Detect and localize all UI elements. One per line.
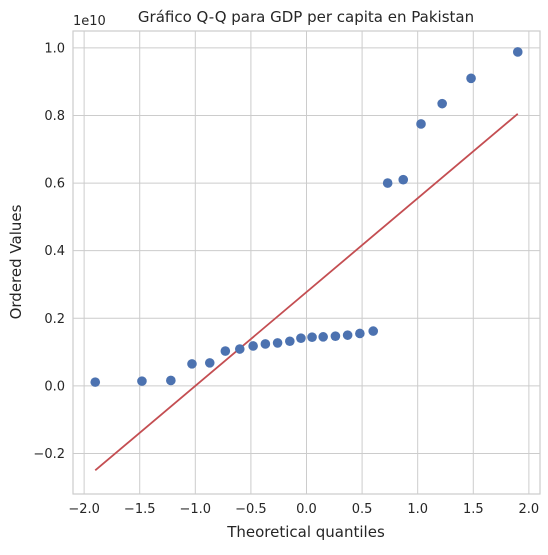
y-axis-offset-label: 1e10	[73, 14, 106, 29]
x-axis-ticks: −2.0 −1.5 −1.0 −0.5 0.0 0.5 1.0 1.5 2.0	[68, 502, 539, 517]
fit-line-layer	[94, 113, 519, 472]
data-point	[272, 338, 283, 348]
data-point	[204, 358, 215, 368]
x-tick-label: 2.0	[519, 502, 540, 517]
data-point	[220, 346, 231, 356]
data-point	[90, 377, 101, 387]
x-tick-label: −0.5	[235, 502, 267, 517]
data-point	[398, 174, 409, 185]
x-tick-label: −1.0	[180, 502, 212, 517]
data-point	[307, 332, 317, 342]
data-point	[234, 344, 245, 354]
data-point	[416, 119, 426, 129]
data-point	[248, 341, 258, 351]
data-point	[368, 326, 379, 336]
data-point	[342, 330, 353, 340]
grid	[73, 31, 540, 494]
data-point	[166, 375, 176, 386]
y-tick-label: 0.6	[44, 177, 65, 192]
data-point	[285, 336, 295, 347]
x-tick-label: −2.0	[68, 502, 100, 517]
x-tick-label: 0.5	[352, 502, 373, 517]
chart-title: Gráfico Q-Q para GDP per capita en Pakis…	[138, 8, 474, 26]
y-axis-ticks: −0.2 0.0 0.2 0.4 0.6 0.8 1.0	[33, 41, 65, 462]
x-tick-label: 1.0	[407, 502, 428, 517]
data-point	[296, 333, 306, 344]
data-point	[260, 339, 271, 349]
y-axis-label: Ordered Values	[7, 204, 25, 319]
x-tick-label: −1.5	[124, 502, 156, 517]
y-tick-label: 0.0	[44, 379, 65, 394]
x-axis-label: Theoretical quantiles	[226, 523, 385, 541]
data-point	[355, 328, 365, 339]
data-point	[137, 376, 147, 386]
data-point	[382, 178, 393, 188]
y-tick-label: 1.0	[44, 41, 65, 56]
data-point	[187, 359, 197, 369]
fit-line	[94, 113, 519, 472]
data-point	[466, 73, 476, 84]
plot-area-frame	[72, 30, 541, 495]
data-point	[437, 98, 447, 109]
x-tick-label: 0.0	[296, 502, 317, 517]
y-tick-label: −0.2	[33, 447, 65, 462]
y-tick-label: 0.2	[44, 312, 65, 327]
y-tick-label: 0.4	[44, 244, 65, 259]
x-tick-label: 1.5	[463, 502, 484, 517]
data-point	[330, 331, 341, 341]
y-tick-label: 0.8	[44, 109, 65, 124]
data-points	[90, 47, 523, 387]
data-point	[318, 332, 328, 342]
data-point	[512, 47, 523, 57]
